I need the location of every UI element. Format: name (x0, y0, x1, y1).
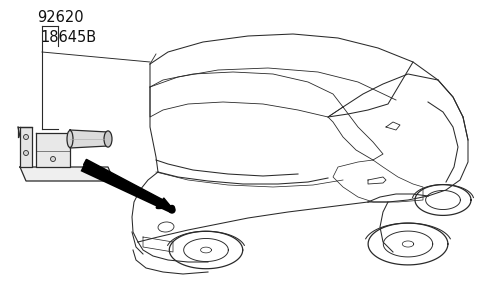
Circle shape (169, 205, 175, 210)
Polygon shape (36, 133, 70, 167)
Ellipse shape (104, 131, 112, 147)
Polygon shape (20, 167, 114, 181)
Text: 92620: 92620 (36, 10, 84, 25)
Polygon shape (20, 127, 32, 167)
FancyArrow shape (84, 159, 172, 208)
Ellipse shape (24, 150, 28, 155)
Ellipse shape (67, 130, 73, 147)
Ellipse shape (158, 222, 174, 232)
Ellipse shape (24, 135, 28, 140)
Text: 18645B: 18645B (40, 30, 96, 45)
Polygon shape (70, 130, 108, 148)
Circle shape (169, 207, 175, 213)
Ellipse shape (50, 156, 56, 161)
